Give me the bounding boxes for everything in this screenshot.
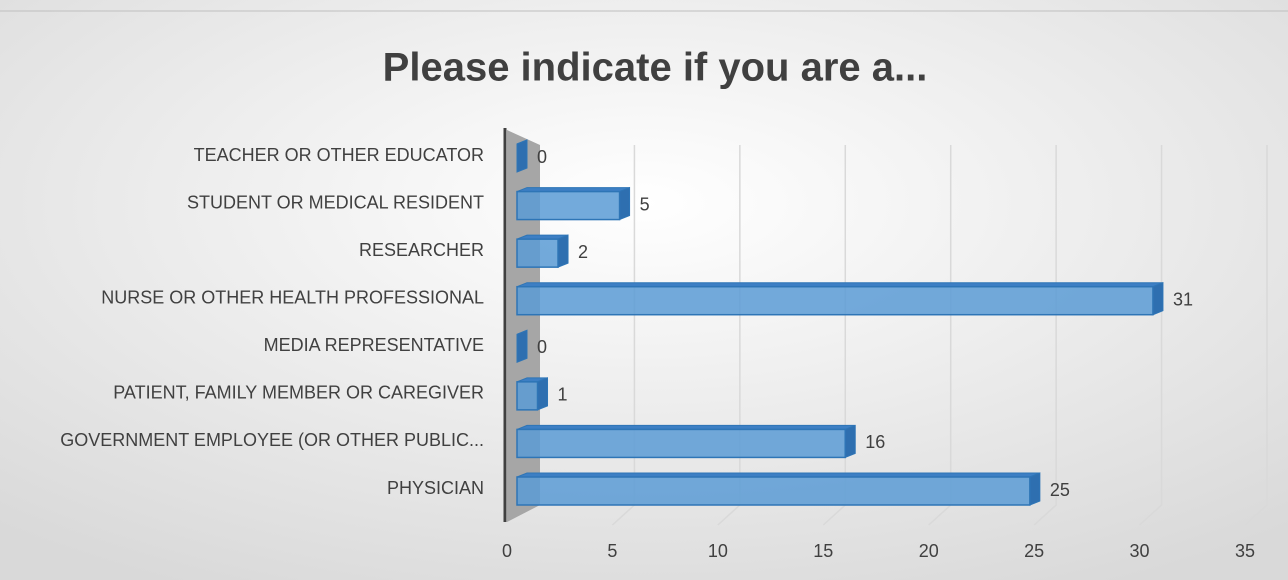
y-tick-label: PATIENT, FAMILY MEMBER OR CAREGIVER (113, 383, 484, 403)
bar-front (516, 476, 1031, 506)
bar (516, 281, 1164, 316)
bar-end (537, 377, 549, 411)
grid-line (1033, 145, 1057, 526)
bar (516, 472, 1041, 506)
bar-end (1152, 281, 1164, 316)
bar-front (516, 190, 621, 221)
bar-front (516, 285, 1154, 316)
x-tick-label: 5 (607, 541, 617, 561)
x-tick-label: 15 (813, 541, 833, 561)
bar-end (1029, 472, 1041, 506)
x-tick-label: 10 (708, 541, 728, 561)
data-label: 0 (537, 337, 547, 357)
x-tick-label: 35 (1235, 541, 1255, 561)
x-tick-label: 30 (1130, 541, 1150, 561)
bar-front (516, 428, 846, 459)
bar-end (516, 139, 528, 173)
data-label: 0 (537, 147, 547, 167)
y-tick-label: TEACHER OR OTHER EDUCATOR (194, 145, 484, 165)
y-tick-label: MEDIA REPRESENTATIVE (264, 335, 484, 355)
data-label: 5 (640, 194, 650, 214)
chart-title: Please indicate if you are a... (383, 46, 928, 90)
y-tick-label: NURSE OR OTHER HEALTH PROFESSIONAL (101, 287, 484, 307)
x-tick-label: 25 (1024, 541, 1044, 561)
y-tick-label: PHYSICIAN (387, 478, 484, 498)
bar-end (516, 329, 528, 364)
bar-front (516, 238, 559, 268)
y-tick-label: RESEARCHER (359, 240, 484, 260)
y-tick-label: GOVERNMENT EMPLOYEE (OR OTHER PUBLIC... (60, 430, 484, 450)
bar (516, 377, 549, 411)
grid-line (1139, 145, 1163, 526)
grid-line (1244, 145, 1268, 526)
bar-end (619, 186, 631, 221)
bar-end (557, 234, 569, 268)
bar (516, 234, 569, 268)
y-tick-label: STUDENT OR MEDICAL RESIDENT (187, 192, 484, 212)
data-label: 31 (1173, 289, 1193, 309)
data-label: 2 (578, 242, 588, 262)
bar-end (844, 424, 856, 459)
bar (516, 424, 856, 459)
data-label: 25 (1050, 480, 1070, 500)
x-tick-label: 20 (919, 541, 939, 561)
x-tick-label: 0 (502, 541, 512, 561)
bar (516, 329, 528, 364)
side-wall (507, 130, 540, 522)
bar (516, 186, 631, 221)
bar-front (516, 381, 539, 411)
bar (516, 139, 528, 173)
data-label: 16 (865, 432, 885, 452)
data-label: 1 (558, 385, 568, 405)
